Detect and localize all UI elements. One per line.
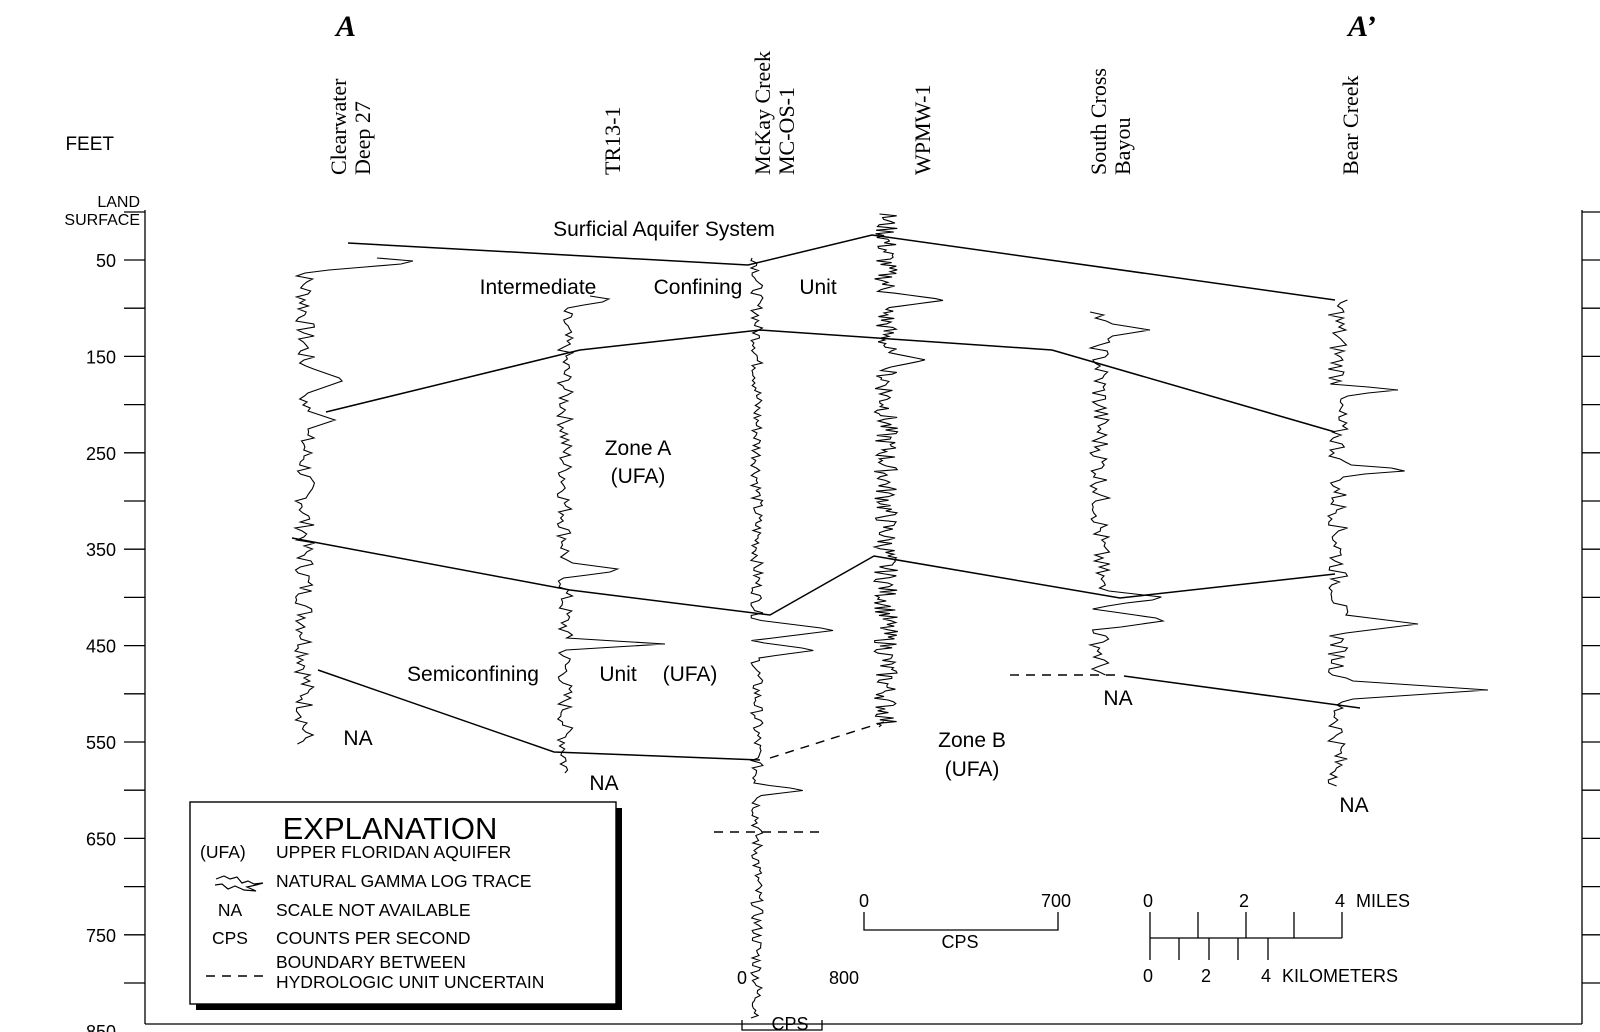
label-zone-a-ufa: (UFA) [611, 465, 666, 488]
km-tick-2: 2 [1201, 966, 1211, 986]
explanation-text-gamma: NATURAL GAMMA LOG TRACE [276, 871, 531, 891]
svg-text:CPS: CPS [941, 932, 978, 952]
label-zone-b: Zone B [938, 729, 1006, 752]
boundary-base-intermediate [325, 329, 1053, 413]
svg-text:McKay Creek: McKay Creek [750, 51, 775, 175]
svg-text:Clearwater: Clearwater [326, 78, 351, 175]
na-label-bear-creek: NA [1339, 794, 1368, 817]
depth-tick-label: 850 [86, 1022, 116, 1032]
svg-text:WPMW-1: WPMW-1 [910, 85, 935, 175]
well-header-tr13: TR13-1 [600, 107, 625, 175]
na-label-clearwater: NA [343, 727, 372, 750]
explanation-text-na: SCALE NOT AVAILABLE [276, 900, 471, 920]
miles-tick-4: 4 [1335, 891, 1345, 911]
gamma-trace-icon [214, 875, 264, 892]
gamma-trace-bearcreek [1326, 299, 1489, 787]
cps-scale-700: 0 700 CPS [859, 891, 1071, 952]
boundary-base-semiconfining-east [1123, 675, 1361, 709]
surface-label: SURFACE [64, 212, 140, 229]
cps-scale-800: 0 800 CPS [737, 968, 859, 1032]
depth-tick-labels: 50 150 250 350 450 550 650 750 850 [86, 251, 116, 1032]
na-label-south-cross: NA [1103, 687, 1132, 710]
depth-ticks-left [124, 211, 145, 984]
label-semiconfining-ufa: (UFA) [663, 663, 718, 686]
explanation-symbol-na: NA [218, 900, 243, 920]
gamma-trace-mckay [749, 257, 834, 1019]
gamma-trace-southcross [1087, 311, 1166, 676]
gamma-trace-clearwater [293, 257, 414, 745]
boundary-base-semiconfining-west [317, 669, 761, 761]
depth-tick-label: 650 [86, 829, 116, 849]
km-unit: KILOMETERS [1282, 966, 1398, 986]
explanation-symbol-cps: CPS [212, 928, 248, 948]
depth-tick-label: 450 [86, 637, 116, 657]
well-header-mckay: McKay Creek MC-OS-1 [750, 51, 799, 175]
label-unit: Unit [799, 276, 837, 299]
gamma-trace-wpmw [872, 213, 944, 728]
well-header-wpmw: WPMW-1 [910, 85, 935, 175]
km-tick-4: 4 [1261, 966, 1271, 986]
explanation-symbol-ufa: (UFA) [200, 842, 246, 862]
svg-text:MC-OS-1: MC-OS-1 [774, 87, 799, 175]
explanation-box: EXPLANATION (UFA) UPPER FLORIDAN AQUIFER… [189, 801, 622, 1010]
explanation-title: EXPLANATION [283, 811, 498, 846]
gamma-log-traces [293, 213, 1489, 1019]
gamma-trace-tr13 [555, 295, 666, 774]
label-semiconfining: Semiconfining [407, 663, 539, 686]
depth-tick-label: 150 [86, 347, 116, 367]
svg-text:Deep 27: Deep 27 [350, 101, 375, 175]
svg-text:700: 700 [1041, 891, 1071, 911]
label-zone-a: Zone A [605, 437, 672, 460]
label-semiconfining-unit: Unit [599, 663, 637, 686]
label-surficial-aquifer-system: Surficial Aquifer System [553, 218, 775, 241]
label-zone-b-ufa: (UFA) [945, 758, 1000, 781]
svg-text:Bear Creek: Bear Creek [1338, 75, 1363, 175]
label-confining: Confining [654, 276, 743, 299]
depth-axes [144, 210, 1583, 1025]
svg-text:TR13-1: TR13-1 [600, 107, 625, 175]
well-header-bearcreek: Bear Creek [1338, 75, 1363, 175]
well-header-southcross: South Cross Bayou [1086, 68, 1135, 175]
uncertain-boundary-mckay-wpmw [769, 721, 885, 759]
depth-unit-label: FEET [65, 134, 114, 155]
na-label-tr13: NA [589, 772, 618, 795]
explanation-text-boundary-2: HYDROLOGIC UNIT UNCERTAIN [276, 972, 544, 992]
well-header-clearwater: Clearwater Deep 27 [326, 78, 375, 175]
explanation-text-cps: COUNTS PER SECOND [276, 928, 470, 948]
svg-text:South Cross: South Cross [1086, 68, 1111, 175]
miles-tick-0: 0 [1143, 891, 1153, 911]
svg-text:CPS: CPS [771, 1014, 808, 1032]
svg-text:800: 800 [829, 968, 859, 988]
svg-text:0: 0 [737, 968, 747, 988]
depth-tick-label: 50 [96, 251, 116, 271]
distance-scale-bar: 0 2 4 MILES 0 2 4 KILOMETERS [1143, 891, 1410, 986]
section-start-label: A [334, 10, 356, 43]
label-intermediate: Intermediate [480, 276, 597, 299]
km-tick-0: 0 [1143, 966, 1153, 986]
unit-boundaries [291, 234, 1361, 761]
explanation-text-ufa: UPPER FLORIDAN AQUIFER [276, 842, 511, 862]
explanation-text-boundary-1: BOUNDARY BETWEEN [276, 952, 466, 972]
miles-tick-2: 2 [1239, 891, 1249, 911]
boundary-base-zone-a [291, 537, 1336, 616]
depth-tick-label: 250 [86, 444, 116, 464]
svg-text:0: 0 [859, 891, 869, 911]
section-end-label: A’ [1346, 10, 1376, 43]
depth-tick-label: 550 [86, 733, 116, 753]
uncertain-boundaries [714, 674, 1120, 833]
boundary-top-intermediate [347, 234, 1336, 301]
miles-unit: MILES [1356, 891, 1410, 911]
depth-ticks-right [1582, 211, 1600, 984]
depth-tick-label: 750 [86, 926, 116, 946]
svg-text:Bayou: Bayou [1110, 118, 1135, 175]
boundary-base-intermediate-east [1051, 349, 1336, 433]
land-label: LAND [97, 194, 140, 211]
depth-tick-label: 350 [86, 540, 116, 560]
